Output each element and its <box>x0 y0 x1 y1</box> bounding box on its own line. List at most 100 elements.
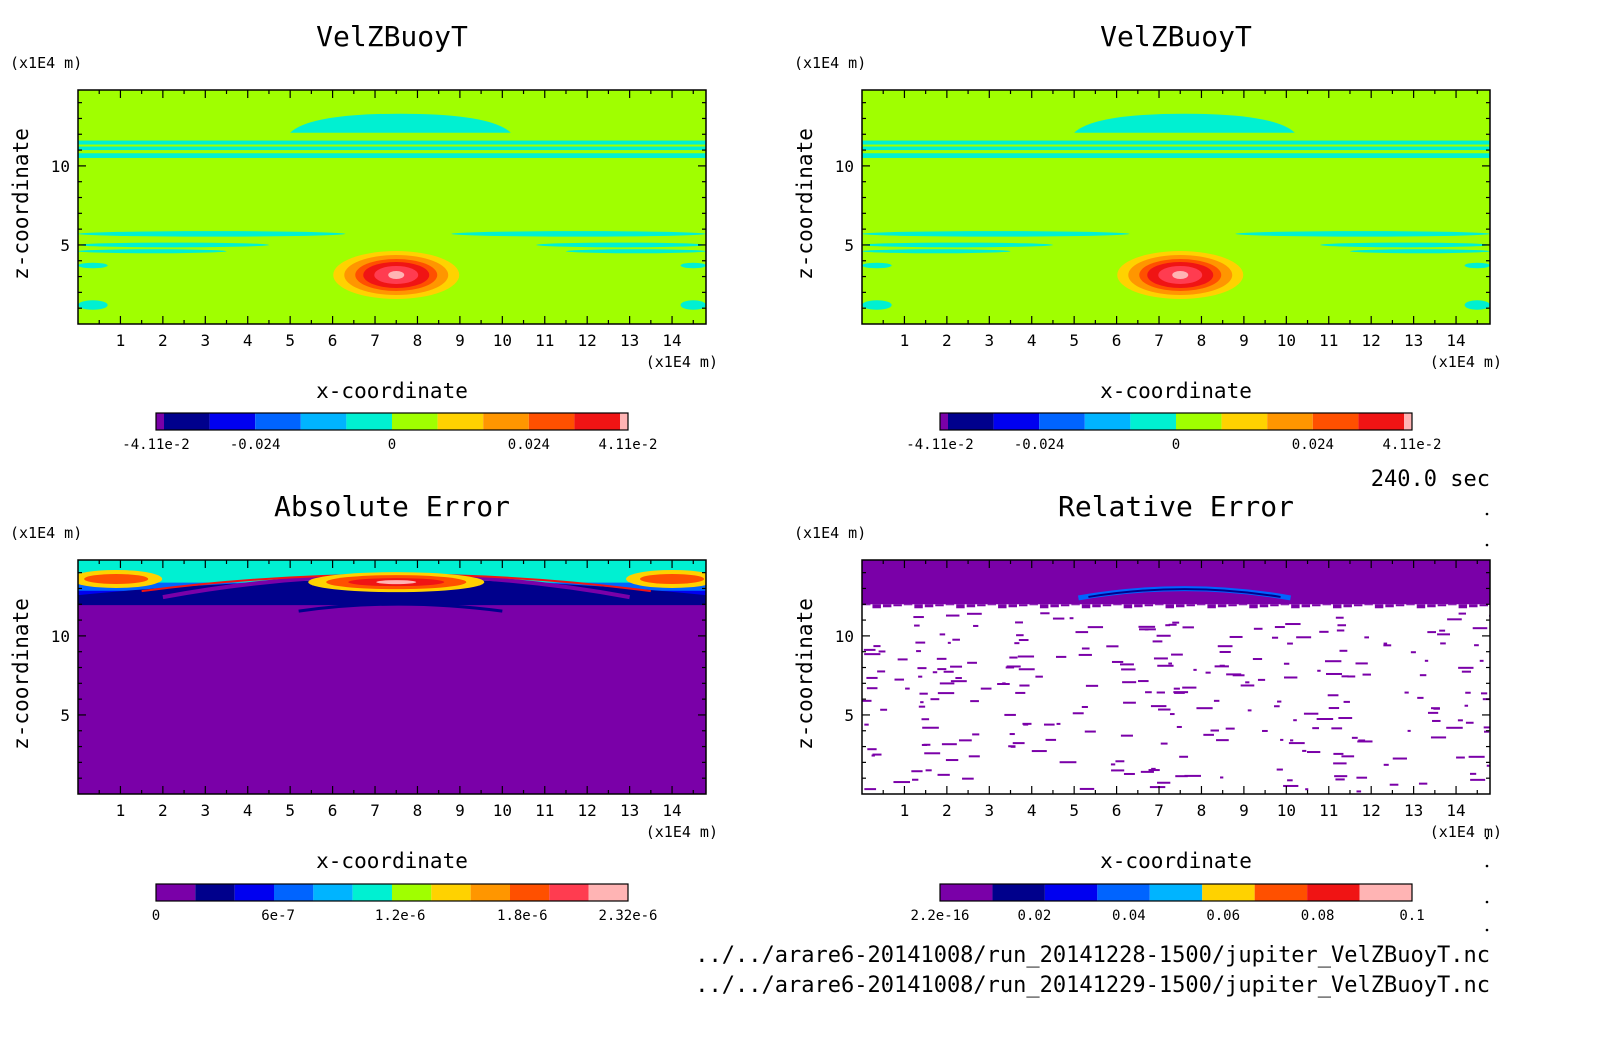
error-speck <box>1262 729 1268 732</box>
x-tick-label: 3 <box>200 331 210 350</box>
colorbar-tick-label: -0.024 <box>230 437 281 453</box>
error-edge <box>893 604 902 607</box>
error-speck <box>1355 662 1368 665</box>
error-speck <box>1410 651 1416 654</box>
error-edge <box>862 604 871 606</box>
colorbar-tick-label: 2.32e-6 <box>598 908 657 924</box>
contour-dome <box>290 113 511 133</box>
error-edge <box>1427 604 1436 608</box>
x-tick-label: 12 <box>578 331 597 350</box>
error-speck <box>1483 726 1490 729</box>
error-speck <box>1277 700 1282 703</box>
colorbar-segment <box>992 884 1045 901</box>
error-speck <box>945 614 960 617</box>
error-speck <box>1005 666 1015 669</box>
error-speck <box>862 699 872 702</box>
colorbar-tick-label: -4.11e-2 <box>122 437 189 453</box>
plot-frame <box>77 89 707 325</box>
colorbar-frame <box>155 412 629 431</box>
error-speck <box>1404 691 1409 694</box>
colorbar-segment <box>274 884 314 901</box>
x-tick-label: 11 <box>535 801 554 820</box>
error-edge <box>1301 604 1311 608</box>
error-edge <box>935 604 944 607</box>
error-edge <box>1333 604 1342 609</box>
error-speck <box>922 726 939 729</box>
error-speck <box>1389 783 1399 786</box>
error-speck <box>967 661 977 664</box>
error-speck <box>1351 736 1358 739</box>
error-speck <box>941 743 957 746</box>
x-axis-label: x-coordinate <box>1100 379 1252 403</box>
x-tick-label: 8 <box>1197 801 1207 820</box>
colorbar-tick-label: 1.8e-6 <box>497 908 548 924</box>
error-speck <box>1140 770 1154 773</box>
x-unit-label: (x1E4 m) <box>1430 353 1502 371</box>
error-speck <box>1078 653 1092 656</box>
colorbar-segment <box>1097 884 1150 901</box>
error-speck <box>1364 636 1370 639</box>
error-speck <box>1203 733 1214 736</box>
error-speck <box>873 645 881 648</box>
error-edge <box>1050 604 1059 608</box>
error-speck <box>1122 681 1137 684</box>
error-speck <box>1336 629 1345 632</box>
x-tick-label: 2 <box>158 801 168 820</box>
colorbar-tick-label: 4.11e-2 <box>598 437 657 453</box>
error-speck <box>1106 645 1119 648</box>
x-tick-label: 7 <box>1154 801 1164 820</box>
x-axis-label: x-coordinate <box>316 849 468 873</box>
colorbar-frame <box>939 412 1413 431</box>
error-speck <box>1341 675 1349 678</box>
colorbar-segment <box>209 413 256 430</box>
x-tick-label: 9 <box>455 331 465 350</box>
y-axis-label: z-coordinate <box>9 128 33 280</box>
error-speck <box>1274 705 1280 708</box>
colorbar-segment <box>437 413 484 430</box>
error-edge <box>1312 604 1321 607</box>
error-speck <box>1035 675 1043 678</box>
x-tick-label: 8 <box>1197 331 1207 350</box>
error-speck <box>911 770 923 773</box>
error-speck <box>1257 678 1266 681</box>
error-speck <box>1123 772 1135 775</box>
error-speck <box>1480 692 1488 695</box>
error-speck <box>945 759 959 762</box>
error-speck <box>1052 617 1065 620</box>
error-edge <box>956 604 965 609</box>
dot-mark <box>1485 836 1489 840</box>
x-tick-label: 10 <box>1277 801 1296 820</box>
error-speck <box>1008 745 1016 748</box>
error-edge <box>1165 604 1174 609</box>
colorbar-segment <box>156 884 196 901</box>
error-speck <box>1287 642 1293 645</box>
contour-streak <box>1235 231 1490 237</box>
x-axis-label: x-coordinate <box>316 379 468 403</box>
error-edge <box>872 604 881 609</box>
colorbar-segment <box>470 884 510 901</box>
x-unit-label: (x1E4 m) <box>646 353 718 371</box>
error-speck <box>1219 664 1225 667</box>
plot-area <box>862 90 1490 324</box>
error-speck <box>1175 775 1188 778</box>
error-edge <box>1259 604 1269 608</box>
error-speck <box>1331 727 1343 730</box>
error-speck <box>1019 684 1030 687</box>
error-speck <box>1458 612 1467 615</box>
error-speck <box>1171 653 1183 656</box>
colorbar-segment <box>1312 413 1359 430</box>
error-speck <box>1072 712 1084 715</box>
y-tick-label: 10 <box>51 157 70 176</box>
error-speck <box>1085 684 1099 687</box>
error-speck <box>914 624 920 627</box>
error-speck <box>1157 664 1174 667</box>
error-speck <box>1055 655 1067 658</box>
error-speck <box>1430 736 1447 739</box>
error-speck <box>1156 691 1165 694</box>
error-speck <box>1018 639 1029 642</box>
error-speck <box>1165 624 1171 627</box>
error-speck <box>915 641 926 644</box>
error-edge <box>1144 604 1154 607</box>
error-speck <box>947 641 951 644</box>
error-edge <box>1081 604 1091 609</box>
